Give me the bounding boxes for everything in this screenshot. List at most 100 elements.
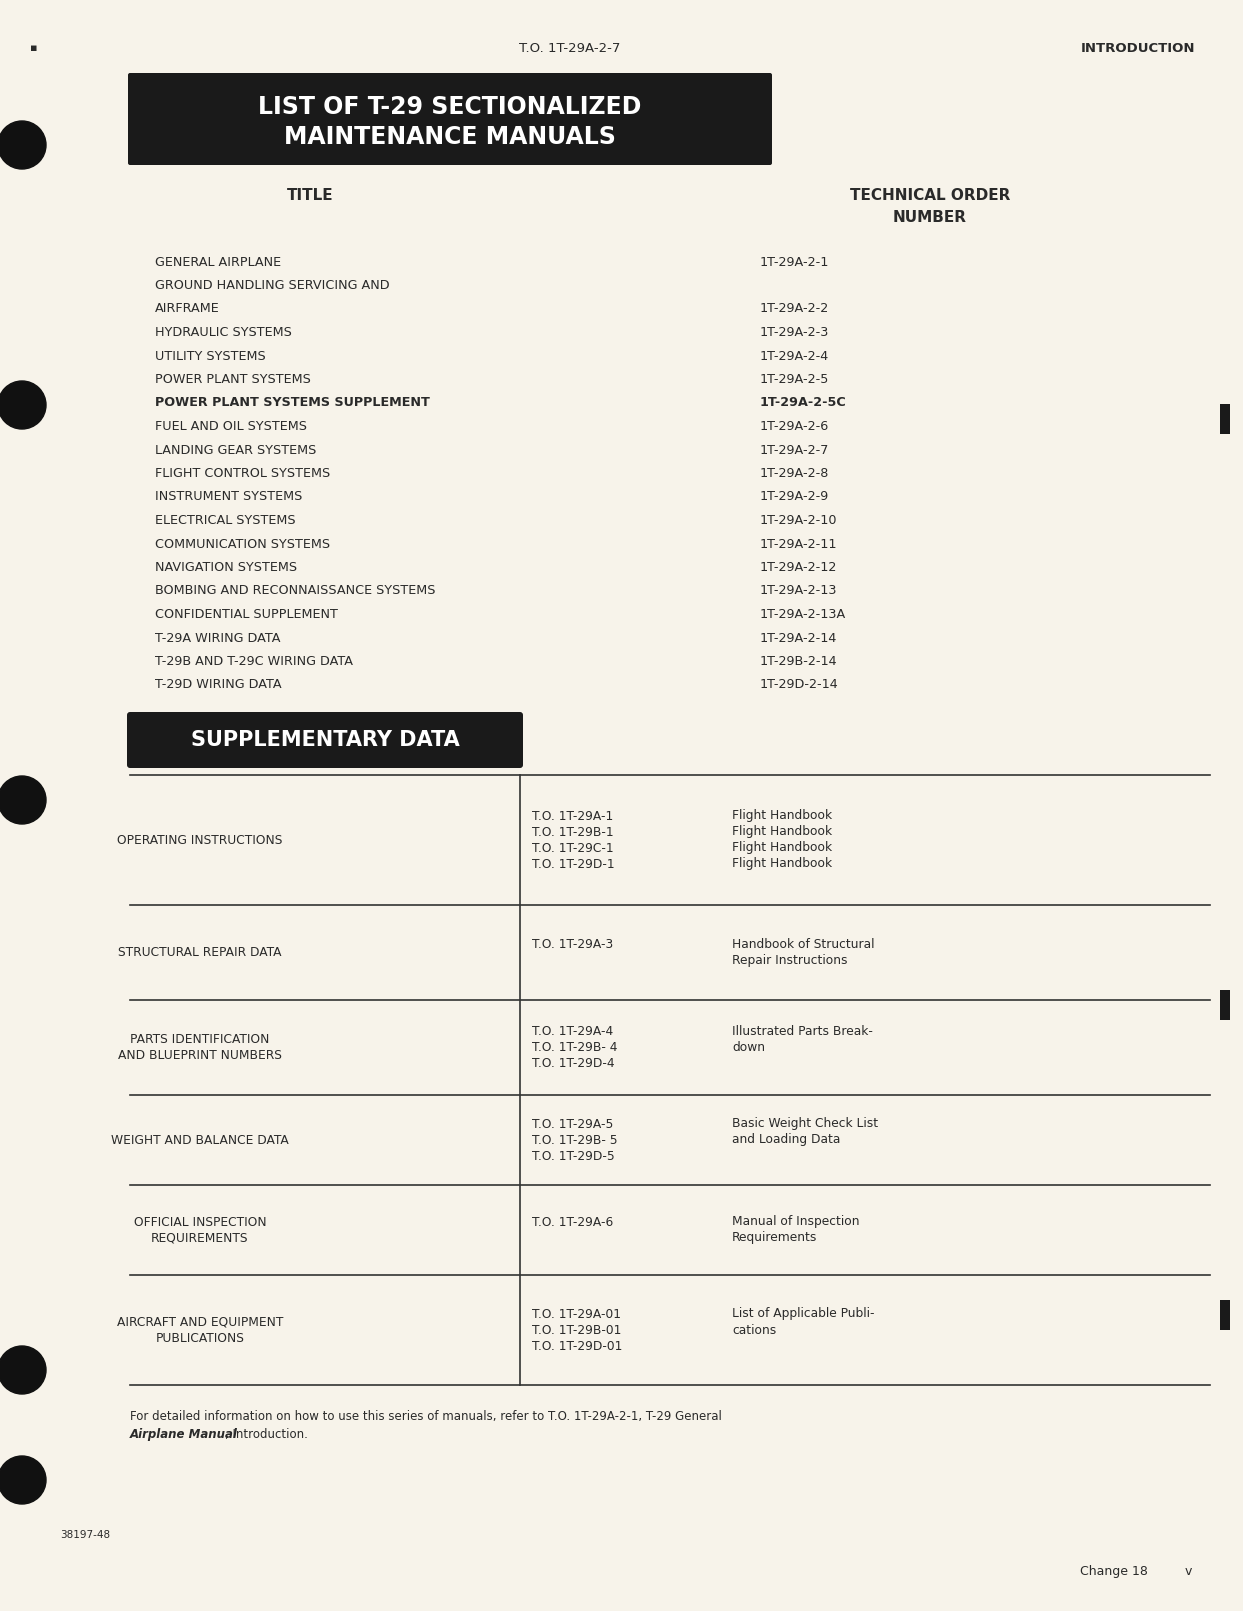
Text: LANDING GEAR SYSTEMS: LANDING GEAR SYSTEMS [155, 443, 317, 456]
Text: SUPPLEMENTARY DATA: SUPPLEMENTARY DATA [190, 730, 460, 751]
Circle shape [0, 777, 46, 823]
Text: GENERAL AIRPLANE: GENERAL AIRPLANE [155, 256, 281, 269]
Text: ELECTRICAL SYSTEMS: ELECTRICAL SYSTEMS [155, 514, 296, 527]
Text: FLIGHT CONTROL SYSTEMS: FLIGHT CONTROL SYSTEMS [155, 467, 331, 480]
Circle shape [0, 1347, 46, 1394]
Text: 1T-29A-2-4: 1T-29A-2-4 [759, 350, 829, 362]
Text: Basic Weight Check List: Basic Weight Check List [732, 1118, 878, 1131]
Text: T.O. 1T-29D-5: T.O. 1T-29D-5 [532, 1150, 615, 1163]
Text: HYDRAULIC SYSTEMS: HYDRAULIC SYSTEMS [155, 325, 292, 338]
Bar [1219, 1300, 1231, 1331]
Text: 38197-48: 38197-48 [60, 1530, 111, 1540]
Text: T.O. 1T-29A-2-7: T.O. 1T-29A-2-7 [520, 42, 620, 55]
Text: COMMUNICATION SYSTEMS: COMMUNICATION SYSTEMS [155, 538, 331, 551]
FancyBboxPatch shape [127, 712, 523, 768]
Text: POWER PLANT SYSTEMS SUPPLEMENT: POWER PLANT SYSTEMS SUPPLEMENT [155, 396, 430, 409]
Text: 1T-29A-2-5C: 1T-29A-2-5C [759, 396, 846, 409]
Text: 1T-29A-2-8: 1T-29A-2-8 [759, 467, 829, 480]
Text: 1T-29A-2-7: 1T-29A-2-7 [759, 443, 829, 456]
Text: Flight Handbook: Flight Handbook [732, 857, 832, 870]
Text: AIRFRAME: AIRFRAME [155, 303, 220, 316]
Text: Change 18: Change 18 [1080, 1564, 1147, 1579]
Text: 1T-29A-2-12: 1T-29A-2-12 [759, 561, 838, 574]
Text: Airplane Manual: Airplane Manual [131, 1427, 237, 1440]
Text: PARTS IDENTIFICATION: PARTS IDENTIFICATION [131, 1033, 270, 1046]
Text: T.O. 1T-29D-1: T.O. 1T-29D-1 [532, 857, 614, 870]
Text: T.O. 1T-29B-1: T.O. 1T-29B-1 [532, 825, 614, 838]
Text: T.O. 1T-29D-4: T.O. 1T-29D-4 [532, 1057, 614, 1070]
Text: Flight Handbook: Flight Handbook [732, 825, 832, 838]
Text: 1T-29A-2-3: 1T-29A-2-3 [759, 325, 829, 338]
Text: T-29A WIRING DATA: T-29A WIRING DATA [155, 632, 281, 644]
Text: 1T-29A-2-11: 1T-29A-2-11 [759, 538, 838, 551]
Text: OFFICIAL INSPECTION: OFFICIAL INSPECTION [134, 1216, 266, 1229]
Text: INTRODUCTION: INTRODUCTION [1080, 42, 1195, 55]
Text: TECHNICAL ORDER: TECHNICAL ORDER [850, 187, 1011, 203]
Text: PUBLICATIONS: PUBLICATIONS [155, 1332, 245, 1345]
FancyBboxPatch shape [128, 72, 772, 164]
Text: 1T-29A-2-5: 1T-29A-2-5 [759, 374, 829, 387]
Text: GROUND HANDLING SERVICING AND: GROUND HANDLING SERVICING AND [155, 279, 389, 292]
Text: T.O. 1T-29B- 4: T.O. 1T-29B- 4 [532, 1041, 618, 1054]
Text: UTILITY SYSTEMS: UTILITY SYSTEMS [155, 350, 266, 362]
Text: Flight Handbook: Flight Handbook [732, 809, 832, 823]
Text: AND BLUEPRINT NUMBERS: AND BLUEPRINT NUMBERS [118, 1049, 282, 1062]
Bar [1219, 404, 1231, 433]
Text: T-29D WIRING DATA: T-29D WIRING DATA [155, 678, 282, 691]
Text: down: down [732, 1041, 764, 1054]
Text: CONFIDENTIAL SUPPLEMENT: CONFIDENTIAL SUPPLEMENT [155, 607, 338, 620]
Text: MAINTENANCE MANUALS: MAINTENANCE MANUALS [285, 126, 617, 148]
Text: INSTRUMENT SYSTEMS: INSTRUMENT SYSTEMS [155, 490, 302, 504]
Text: NUMBER: NUMBER [892, 211, 967, 226]
Text: BOMBING AND RECONNAISSANCE SYSTEMS: BOMBING AND RECONNAISSANCE SYSTEMS [155, 585, 435, 598]
Text: OPERATING INSTRUCTIONS: OPERATING INSTRUCTIONS [117, 833, 282, 846]
Text: and Loading Data: and Loading Data [732, 1134, 840, 1147]
Text: T.O. 1T-29B- 5: T.O. 1T-29B- 5 [532, 1134, 618, 1147]
Text: NAVIGATION SYSTEMS: NAVIGATION SYSTEMS [155, 561, 297, 574]
Text: v: v [1185, 1564, 1192, 1579]
Text: Illustrated Parts Break-: Illustrated Parts Break- [732, 1025, 873, 1037]
Text: 1T-29D-2-14: 1T-29D-2-14 [759, 678, 839, 691]
Bar [1219, 991, 1231, 1020]
Text: T-29B AND T-29C WIRING DATA: T-29B AND T-29C WIRING DATA [155, 656, 353, 669]
Text: T.O. 1T-29D-01: T.O. 1T-29D-01 [532, 1339, 623, 1353]
Text: Repair Instructions: Repair Instructions [732, 954, 848, 967]
Text: Handbook of Structural: Handbook of Structural [732, 938, 875, 950]
Circle shape [0, 380, 46, 429]
Text: Requirements: Requirements [732, 1231, 818, 1245]
Text: STRUCTURAL REPAIR DATA: STRUCTURAL REPAIR DATA [118, 946, 282, 959]
Text: List of Applicable Publi-: List of Applicable Publi- [732, 1308, 875, 1321]
Text: Flight Handbook: Flight Handbook [732, 841, 832, 854]
Text: 1T-29A-2-6: 1T-29A-2-6 [759, 420, 829, 433]
Text: REQUIREMENTS: REQUIREMENTS [152, 1231, 249, 1245]
Text: T.O. 1T-29C-1: T.O. 1T-29C-1 [532, 841, 614, 854]
Text: cations: cations [732, 1324, 776, 1337]
Circle shape [0, 121, 46, 169]
Text: T.O. 1T-29A-5: T.O. 1T-29A-5 [532, 1118, 613, 1131]
Text: T.O. 1T-29A-6: T.O. 1T-29A-6 [532, 1216, 613, 1229]
Text: 1T-29A-2-10: 1T-29A-2-10 [759, 514, 838, 527]
Text: For detailed information on how to use this series of manuals, refer to T.O. 1T-: For detailed information on how to use t… [131, 1410, 722, 1423]
Text: T.O. 1T-29A-4: T.O. 1T-29A-4 [532, 1025, 613, 1037]
Text: T.O. 1T-29A-1: T.O. 1T-29A-1 [532, 809, 613, 823]
Text: 1T-29A-2-1: 1T-29A-2-1 [759, 256, 829, 269]
Text: LIST OF T-29 SECTIONALIZED: LIST OF T-29 SECTIONALIZED [259, 95, 641, 119]
Text: WEIGHT AND BALANCE DATA: WEIGHT AND BALANCE DATA [111, 1134, 288, 1147]
Text: 1T-29A-2-13: 1T-29A-2-13 [759, 585, 838, 598]
Text: 1T-29A-2-13A: 1T-29A-2-13A [759, 607, 846, 620]
Text: TITLE: TITLE [287, 187, 333, 203]
Text: 1T-29A-2-9: 1T-29A-2-9 [759, 490, 829, 504]
Text: T.O. 1T-29B-01: T.O. 1T-29B-01 [532, 1324, 622, 1337]
Text: 1T-29B-2-14: 1T-29B-2-14 [759, 656, 838, 669]
Text: 1T-29A-2-14: 1T-29A-2-14 [759, 632, 838, 644]
Text: AIRCRAFT AND EQUIPMENT: AIRCRAFT AND EQUIPMENT [117, 1316, 283, 1329]
Text: T.O. 1T-29A-3: T.O. 1T-29A-3 [532, 938, 613, 950]
Text: , Introduction.: , Introduction. [225, 1427, 308, 1440]
Text: POWER PLANT SYSTEMS: POWER PLANT SYSTEMS [155, 374, 311, 387]
Text: Manual of Inspection: Manual of Inspection [732, 1216, 859, 1229]
Text: FUEL AND OIL SYSTEMS: FUEL AND OIL SYSTEMS [155, 420, 307, 433]
Text: 1T-29A-2-2: 1T-29A-2-2 [759, 303, 829, 316]
Text: T.O. 1T-29A-01: T.O. 1T-29A-01 [532, 1308, 622, 1321]
Circle shape [0, 1456, 46, 1505]
Text: ▪: ▪ [30, 43, 37, 53]
